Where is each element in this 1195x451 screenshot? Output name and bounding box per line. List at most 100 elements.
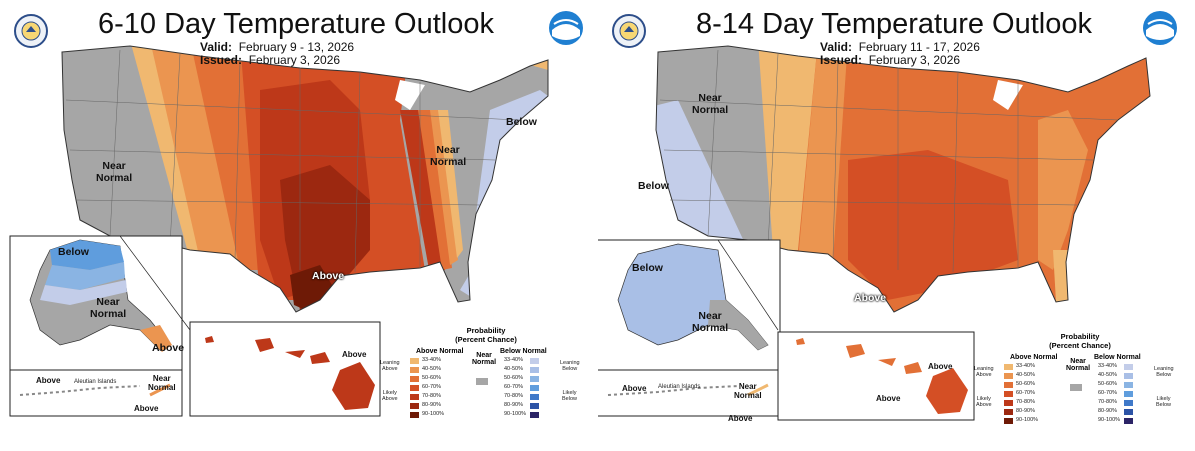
legend-range-below: 60-70% (504, 384, 523, 390)
legend-range-above: 33-40% (422, 357, 441, 363)
legend-swatch-above (410, 403, 419, 409)
legend-swatch-above (1004, 382, 1013, 388)
issued-label: Issued: (820, 53, 863, 67)
legend-range-above: 90-100% (422, 411, 445, 417)
legend-swatch-below (530, 376, 539, 382)
label-near-normal-ne: Near Normal (430, 144, 467, 168)
label-ak-near-normal: Near Normal (692, 310, 729, 334)
legend-range-below: 60-70% (1098, 390, 1117, 396)
legend-swatch-below (1124, 382, 1133, 388)
legend-likely-below: Likely Below (562, 390, 577, 402)
issued-value: February 3, 2026 (868, 53, 961, 67)
legend-swatch-above (410, 367, 419, 373)
legend-range-below: 40-50% (504, 366, 523, 372)
legend-range-below: 80-90% (1098, 408, 1117, 414)
label-aleut-near-normal: Near Normal (148, 374, 176, 392)
legend-range-below: 33-40% (1098, 363, 1117, 369)
legend-leaning-below: Leaning Below (1154, 366, 1174, 378)
outlook-map-8-14 (598, 45, 1151, 421)
legend-range-above: 50-60% (1016, 381, 1035, 387)
legend-swatch-above (410, 358, 419, 364)
legend-swatch-above (1004, 418, 1013, 424)
valid-label: Valid: (820, 40, 853, 54)
label-above-south: Above (312, 270, 345, 282)
legend-range-above: 60-70% (422, 384, 441, 390)
legend-range-above: 90-100% (1016, 417, 1039, 423)
label-ak-below: Below (58, 246, 89, 258)
legend-swatch-below (530, 358, 539, 364)
label-ak-near-normal: Near Normal (90, 296, 127, 320)
legend-leaning-below: Leaning Below (560, 360, 580, 372)
valid-dates: Valid: February 11 - 17, 2026 (820, 40, 980, 54)
legend-swatch-above (1004, 373, 1013, 379)
label-aleut-above: Above (622, 384, 647, 393)
legend-range-below: 50-60% (504, 375, 523, 381)
legend-above-header: Above Normal (416, 348, 464, 355)
legend-title: Probability (Percent Chance) (1049, 332, 1111, 350)
legend-likely-below: Likely Below (1156, 396, 1171, 408)
legend-swatch-below (1124, 400, 1133, 406)
legend-range-below: 80-90% (504, 402, 523, 408)
legend-swatch-below (1124, 418, 1133, 424)
legend-swatch-below (530, 394, 539, 400)
legend-swatch-below (1124, 364, 1133, 370)
legend-range-above: 40-50% (422, 366, 441, 372)
legend-range-below: 70-80% (1098, 399, 1117, 405)
label-aleut-above-2: Above (134, 404, 159, 413)
label-aleutian-islands: Aleutian Islands (74, 379, 117, 385)
label-hi-above: Above (342, 350, 367, 359)
legend-near-header: Near Normal (472, 352, 497, 366)
legend-range-below: 40-50% (1098, 372, 1117, 378)
legend-near-header: Near Normal (1066, 358, 1091, 372)
legend-range-above: 33-40% (1016, 363, 1035, 369)
legend-range-above: 40-50% (1016, 372, 1035, 378)
legend-range-above: 70-80% (1016, 399, 1035, 405)
issued-date: Issued: February 3, 2026 (200, 53, 340, 67)
label-below-ne: Below (506, 116, 537, 128)
legend-swatch-near (476, 378, 488, 385)
outlook-title: 8-14 Day Temperature Outlook (695, 8, 1092, 40)
issued-label: Issued: (200, 53, 243, 67)
label-aleut-near-normal: Near Normal (734, 382, 762, 400)
label-aleut-above-2: Above (728, 414, 753, 423)
label-aleut-above: Above (36, 376, 61, 385)
legend-range-above: 70-80% (422, 393, 441, 399)
legend-swatch-below (530, 412, 539, 418)
legend-range-below: 90-100% (1098, 417, 1121, 423)
noaa-logo-icon (1143, 11, 1177, 45)
commerce-seal-icon (612, 14, 646, 48)
outlook-title: 6-10 Day Temperature Outlook (97, 8, 494, 40)
label-hi-above: Above (928, 362, 953, 371)
label-ak-below: Below (632, 262, 663, 274)
legend-below-header: Below Normal (1094, 354, 1141, 361)
legend-swatch-below (530, 403, 539, 409)
legend-range-above: 80-90% (1016, 408, 1035, 414)
label-near-normal-west: Near Normal (96, 160, 133, 184)
legend-swatch-above (410, 394, 419, 400)
outlook-panel-8-14: 8-14 Day Temperature Outlook Valid: Febr… (598, 0, 1190, 451)
legend-title: Probability (Percent Chance) (455, 326, 517, 344)
legend-swatch-above (410, 376, 419, 382)
legend-swatch-above (410, 412, 419, 418)
legend-swatch-above (1004, 364, 1013, 370)
commerce-seal-icon (14, 14, 48, 48)
legend-range-above: 60-70% (1016, 390, 1035, 396)
legend-likely-above: Likely Above (976, 396, 992, 408)
legend-swatch-below (1124, 391, 1133, 397)
probability-legend: Probability (Percent Chance) Above Norma… (380, 326, 592, 426)
legend-swatch-below (1124, 373, 1133, 379)
label-above-south: Above (854, 292, 887, 304)
valid-value: February 11 - 17, 2026 (858, 40, 980, 54)
valid-dates: Valid: February 9 - 13, 2026 (200, 40, 354, 54)
legend-likely-above: Likely Above (382, 390, 398, 402)
label-below-west: Below (638, 180, 669, 192)
issued-value: February 3, 2026 (248, 53, 341, 67)
legend-swatch-below (1124, 409, 1133, 415)
legend-swatch-below (530, 367, 539, 373)
legend-swatch-above (1004, 391, 1013, 397)
legend-range-below: 33-40% (504, 357, 523, 363)
legend-range-above: 50-60% (422, 375, 441, 381)
noaa-logo-icon (549, 11, 583, 45)
issued-date: Issued: February 3, 2026 (820, 53, 960, 67)
legend-swatch-below (530, 385, 539, 391)
